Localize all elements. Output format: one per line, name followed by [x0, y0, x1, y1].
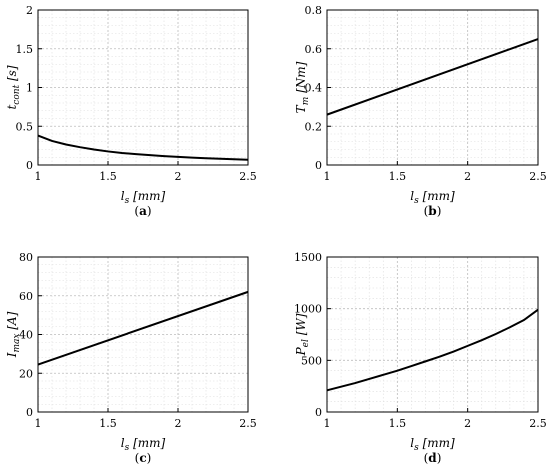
x-tick-label: 2	[464, 417, 471, 430]
x-tick-label: 2.5	[529, 417, 547, 430]
y-tick-label: 80	[19, 251, 33, 264]
y-tick-label: 500	[301, 354, 322, 367]
y-tick-label: 0	[315, 406, 322, 419]
x-tick-label: 1.5	[389, 170, 407, 183]
x-axis-label: ls [mm]	[121, 189, 166, 206]
chart-panel-c: 1 1.5 2 2.5 0 20 40 60 80 ls [mm] Imax [A] (c)	[5, 251, 257, 465]
y-tick-label: 20	[19, 367, 33, 380]
y-tick-label: 1500	[294, 251, 322, 264]
y-axis-label: tcont [s]	[5, 65, 22, 109]
y-tick-label: 0.5	[16, 120, 34, 133]
x-axis-label: ls [mm]	[410, 436, 455, 453]
x-tick-label: 1	[35, 170, 42, 183]
x-tick-label: 2	[175, 170, 182, 183]
series-line	[37, 290, 249, 366]
x-axis-label: ls [mm]	[410, 189, 455, 206]
y-axis-label: Pel [W]	[294, 313, 311, 356]
y-tick-label: 1	[26, 82, 33, 95]
series-line	[326, 308, 539, 392]
y-tick-label: 0.2	[305, 120, 323, 133]
panel-caption: (b)	[424, 204, 442, 218]
panel-caption: (c)	[135, 451, 152, 465]
y-tick-label: 2	[26, 4, 33, 17]
x-tick-label: 1	[324, 417, 331, 430]
x-tick-label: 1.5	[99, 170, 117, 183]
x-tick-label: 1.5	[389, 417, 407, 430]
x-tick-label: 2	[175, 417, 182, 430]
y-tick-label: 60	[19, 290, 33, 303]
x-tick-label: 1	[35, 417, 42, 430]
x-tick-label: 2	[464, 170, 471, 183]
series-line	[37, 134, 249, 161]
panel-caption: (a)	[134, 204, 151, 218]
x-axis-label: ls [mm]	[121, 436, 166, 453]
x-tick-label: 2.5	[239, 417, 257, 430]
y-axis-label: Tm [Nm]	[294, 61, 311, 113]
x-tick-label: 1.5	[99, 417, 117, 430]
x-tick-label: 1	[324, 170, 331, 183]
x-tick-label: 2.5	[529, 170, 547, 183]
chart-panel-a: 1 1.5 2 2.5 0 0.5 1 1.5 2 ls [mm] tcont [s] (a)	[5, 4, 257, 218]
y-tick-label: 40	[19, 329, 33, 342]
y-tick-label: 1.5	[16, 43, 34, 56]
y-axis-label: Imax [A]	[5, 311, 22, 358]
y-tick-label: 0	[26, 406, 33, 419]
series-line	[326, 38, 539, 116]
y-tick-label: 0.4	[305, 82, 323, 95]
y-tick-label: 0	[315, 159, 322, 172]
chart-panel-b: 1 1.5 2 2.5 0 0.2 0.4 0.6 0.8 ls [mm] Tm [Nm] (b)	[294, 4, 547, 218]
y-tick-label: 0.6	[305, 43, 323, 56]
x-tick-label: 2.5	[239, 170, 257, 183]
panel-caption: (d)	[424, 451, 442, 465]
chart-panel-d: 1 1.5 2 2.5 0 500 1000 1500 ls [mm] Pel [W] (d)	[294, 251, 547, 465]
y-tick-label: 0.8	[305, 4, 323, 17]
y-tick-label: 1000	[294, 303, 322, 316]
y-tick-label: 0	[26, 159, 33, 172]
plot-frame	[326, 256, 539, 413]
